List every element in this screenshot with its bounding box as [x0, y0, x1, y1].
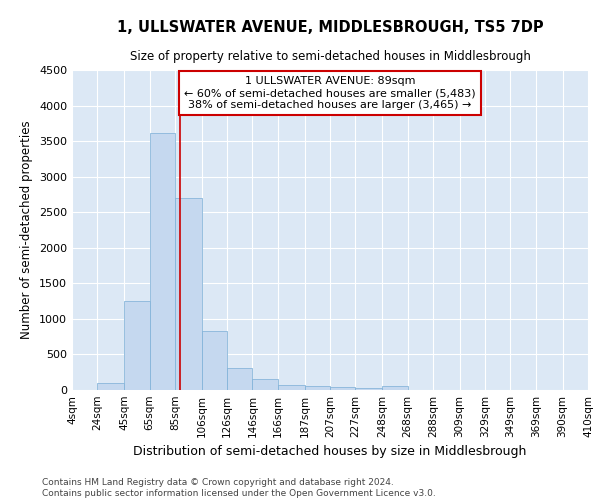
Bar	[175, 198, 202, 390]
Y-axis label: Number of semi-detached properties: Number of semi-detached properties	[20, 120, 34, 340]
Bar	[202, 331, 227, 390]
Bar	[97, 383, 124, 390]
Bar	[278, 384, 305, 390]
Bar	[149, 132, 175, 390]
Bar	[227, 368, 253, 390]
Text: Size of property relative to semi-detached houses in Middlesbrough: Size of property relative to semi-detach…	[130, 50, 530, 63]
Text: 1 ULLSWATER AVENUE: 89sqm
← 60% of semi-detached houses are smaller (5,483)
38% : 1 ULLSWATER AVENUE: 89sqm ← 60% of semi-…	[184, 76, 476, 110]
Bar	[382, 386, 407, 390]
Bar	[305, 386, 330, 390]
Bar	[124, 301, 149, 390]
Text: 1, ULLSWATER AVENUE, MIDDLESBROUGH, TS5 7DP: 1, ULLSWATER AVENUE, MIDDLESBROUGH, TS5 …	[116, 20, 544, 35]
Bar	[355, 388, 382, 390]
Text: Contains HM Land Registry data © Crown copyright and database right 2024.
Contai: Contains HM Land Registry data © Crown c…	[42, 478, 436, 498]
Bar	[330, 387, 355, 390]
X-axis label: Distribution of semi-detached houses by size in Middlesbrough: Distribution of semi-detached houses by …	[133, 446, 527, 458]
Bar	[253, 378, 278, 390]
